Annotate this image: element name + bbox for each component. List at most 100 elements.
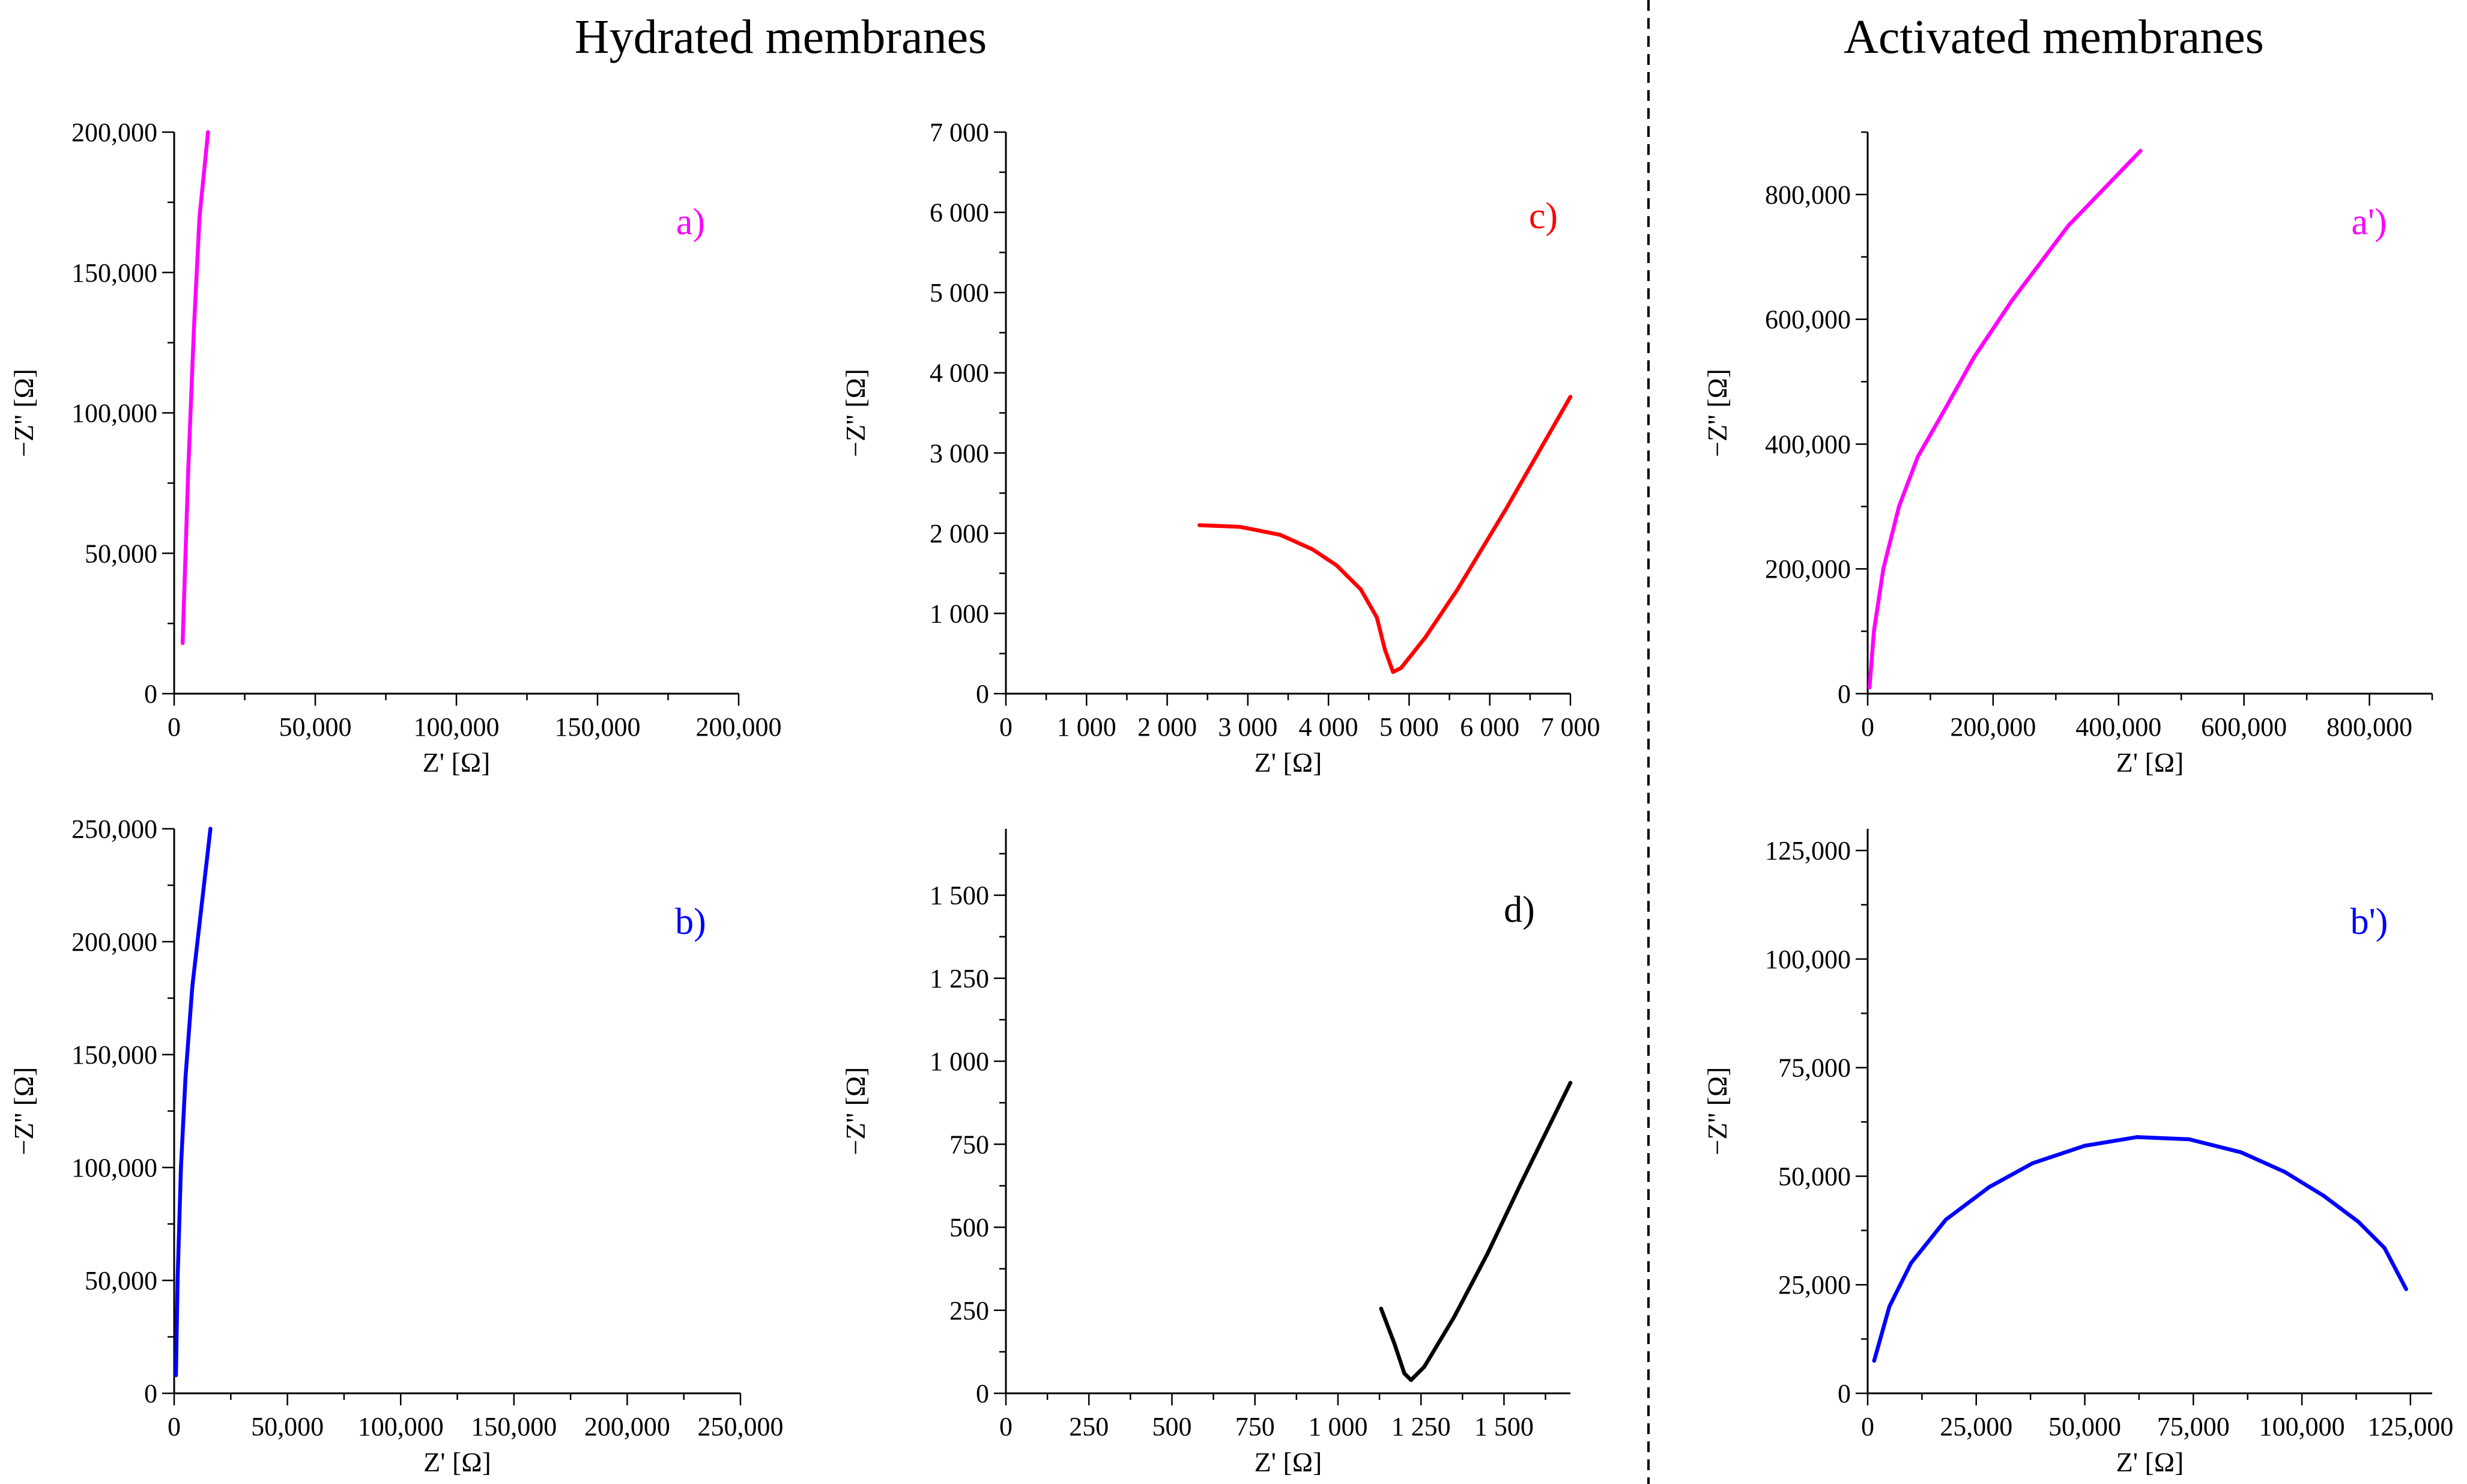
panel-b: 0 50,000 100,000 150,000 200,000 250,000 0 50,0… xyxy=(8,814,784,1477)
y-tick-label: 100,000 xyxy=(1765,945,1851,974)
x-tick-label: 400,000 xyxy=(2075,712,2161,742)
x-tick-label: 5 000 xyxy=(1379,712,1439,742)
data-point xyxy=(2083,1143,2087,1148)
y-tick-label: 5 000 xyxy=(930,278,989,307)
y-tick-label: 4 000 xyxy=(930,359,989,388)
y-tick-label: 25,000 xyxy=(1778,1270,1851,1300)
x-tick-label: 200,000 xyxy=(584,1412,670,1441)
data-point xyxy=(2135,1135,2139,1139)
y-axis-label: −Z'' [Ω] xyxy=(840,1067,871,1155)
series-line-b xyxy=(174,826,213,1378)
data-point xyxy=(1399,666,1403,670)
data-point xyxy=(1887,1304,1892,1309)
data-point xyxy=(1867,685,1872,689)
panel-label: c) xyxy=(1529,196,1558,237)
x-tick-label: 3 000 xyxy=(1218,712,1277,742)
x-axis-label: Z' [Ω] xyxy=(423,1447,491,1477)
data-point xyxy=(1379,1306,1384,1311)
x-tick-label: 600,000 xyxy=(2201,712,2287,742)
y-tick-label: 0 xyxy=(976,1379,989,1408)
data-point xyxy=(174,1373,178,1378)
data-point xyxy=(192,327,196,331)
x-tick-label: 750 xyxy=(1235,1412,1275,1441)
y-axis-label: −Z'' [Ω] xyxy=(8,1067,39,1155)
y-tick-label: 750 xyxy=(949,1130,989,1159)
x-tick-label: 50,000 xyxy=(251,1412,324,1441)
y-tick-label: 250 xyxy=(949,1296,989,1325)
panel-label: a) xyxy=(676,202,705,243)
x-tick-label: 75,000 xyxy=(2157,1412,2230,1441)
x-tick-label: 100,000 xyxy=(414,712,500,742)
y-tick-label: 200,000 xyxy=(1765,554,1851,584)
data-point xyxy=(1972,354,1976,359)
data-point xyxy=(1278,533,1282,537)
y-tick-label: 6 000 xyxy=(930,198,989,228)
data-point xyxy=(1391,670,1395,674)
data-point xyxy=(2356,1220,2361,1224)
x-tick-label: 50,000 xyxy=(279,712,352,742)
data-point xyxy=(1518,1182,1523,1186)
x-tick-label: 0 xyxy=(1861,712,1874,742)
panel-label: b') xyxy=(2350,901,2388,942)
data-point xyxy=(199,906,204,910)
y-tick-label: 600,000 xyxy=(1765,305,1851,335)
x-tick-label: 150,000 xyxy=(471,1412,557,1441)
y-axis-label: −Z'' [Ω] xyxy=(8,369,39,457)
y-tick-label: 200,000 xyxy=(71,118,157,147)
y-tick-label: 50,000 xyxy=(85,1266,157,1295)
x-tick-label: 250 xyxy=(1069,1412,1109,1441)
x-tick-label: 250,000 xyxy=(698,1412,784,1441)
panel-label: a') xyxy=(2351,202,2387,243)
data-point xyxy=(1452,1315,1456,1319)
y-tick-label: 0 xyxy=(1838,679,1851,709)
x-tick-label: 4 000 xyxy=(1299,712,1358,742)
y-tick-label: 400,000 xyxy=(1765,429,1851,459)
y-tick-label: 150,000 xyxy=(71,1040,157,1070)
x-axis-label: Z' [Ω] xyxy=(2116,747,2184,778)
data-point xyxy=(1423,635,1427,640)
x-tick-label: 800,000 xyxy=(2326,712,2412,742)
x-tick-label: 500 xyxy=(1152,1412,1191,1441)
y-tick-label: 125,000 xyxy=(1765,836,1851,865)
data-point xyxy=(206,130,210,135)
x-tick-label: 1 250 xyxy=(1391,1412,1451,1441)
panel-a: 0 50,000 100,000 150,000 200,000 0 50,000 100,0… xyxy=(8,118,782,778)
series-line-d xyxy=(1379,1080,1573,1383)
data-point xyxy=(198,214,202,219)
y-axis-label: −Z'' [Ω] xyxy=(1702,1067,1733,1155)
x-tick-label: 0 xyxy=(999,712,1013,742)
x-tick-label: 125,000 xyxy=(2367,1412,2453,1441)
data-point xyxy=(2322,1193,2326,1198)
data-point xyxy=(1504,507,1508,511)
y-tick-label: 50,000 xyxy=(85,539,157,568)
data-point xyxy=(180,641,185,646)
y-tick-label: 200,000 xyxy=(71,927,157,957)
data-point xyxy=(208,826,213,831)
y-tick-label: 1 000 xyxy=(930,599,989,628)
x-tick-label: 1 500 xyxy=(1474,1412,1534,1441)
series-line-a xyxy=(180,130,210,646)
y-tick-label: 0 xyxy=(144,679,157,709)
y-tick-label: 100,000 xyxy=(71,399,157,428)
data-point xyxy=(1897,504,1901,509)
y-tick-label: 1 250 xyxy=(930,964,989,993)
x-tick-label: 100,000 xyxy=(358,1412,444,1441)
y-tick-label: 7 000 xyxy=(930,118,989,147)
data-point xyxy=(1310,547,1315,551)
y-tick-label: 100,000 xyxy=(71,1153,157,1183)
data-point xyxy=(179,1165,183,1170)
data-point xyxy=(1881,567,1886,571)
x-tick-label: 0 xyxy=(168,1412,181,1441)
y-tick-label: 150,000 xyxy=(71,258,157,288)
data-point xyxy=(1197,523,1202,527)
data-point xyxy=(186,467,190,471)
x-tick-label: 0 xyxy=(168,712,181,742)
panel-a_prime: 0 200,000 400,000 600,000 800,000 0 200,000 400… xyxy=(1702,131,2433,778)
panels: 0 50,000 100,000 150,000 200,000 0 50,000 100,0… xyxy=(8,118,2453,1477)
data-point xyxy=(1455,587,1460,592)
data-point xyxy=(2010,298,2014,303)
panel-c: 0 1 000 2 000 3 000 4 000 5 000 6 000 7 000 0 1 0… xyxy=(840,118,1600,778)
data-point xyxy=(175,1278,180,1283)
x-tick-label: 1 000 xyxy=(1057,712,1116,742)
